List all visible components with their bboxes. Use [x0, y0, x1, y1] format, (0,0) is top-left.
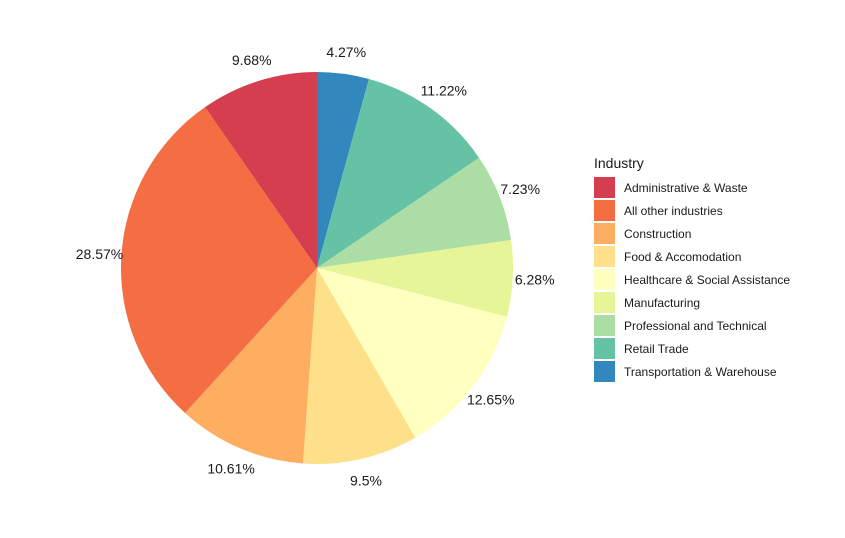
slice-label: 12.65%: [467, 392, 514, 408]
slice-label: 10.61%: [207, 460, 254, 476]
legend-swatch: [594, 338, 615, 359]
pie-slice: [317, 157, 511, 268]
slice-label: 4.27%: [326, 44, 366, 60]
legend-swatch: [594, 292, 615, 313]
legend-swatch: [594, 315, 615, 336]
legend-label: Construction: [624, 227, 691, 241]
pie-slice: [317, 268, 507, 438]
legend: Industry Administrative & Waste All other…: [594, 155, 790, 382]
legend-label: All other industries: [624, 204, 723, 218]
pie-slice: [302, 268, 416, 464]
legend-swatch: [594, 269, 615, 290]
legend-label: Manufacturing: [624, 296, 700, 310]
legend-swatch: [594, 200, 615, 221]
legend-label: Food & Accomodation: [624, 250, 741, 264]
legend-swatch: [594, 246, 615, 267]
slice-label: 28.57%: [76, 246, 123, 262]
pie-slice: [205, 72, 317, 268]
pie-slice: [317, 239, 514, 317]
pie-slice: [185, 268, 317, 464]
pie-slice: [317, 72, 369, 268]
legend-label: Professional and Technical: [624, 319, 767, 333]
legend-swatch: [594, 223, 615, 244]
legend-label: Transportation & Warehouse: [624, 365, 777, 379]
slice-label: 7.23%: [500, 181, 540, 197]
pie-slice: [120, 107, 318, 413]
slice-labels: 4.27% 11.22% 7.23% 6.28% 12.65% 9.5% 10.61% 28.…: [76, 44, 555, 488]
pie-slice: [317, 79, 480, 268]
legend-label: Retail Trade: [624, 342, 689, 356]
pie-slices: [120, 72, 514, 464]
slice-label: 11.22%: [421, 83, 467, 99]
slice-label: 6.28%: [515, 272, 555, 288]
slice-label: 9.5%: [350, 472, 382, 488]
legend-title: Industry: [594, 155, 644, 171]
legend-label: Administrative & Waste: [624, 181, 748, 195]
slice-label: 9.68%: [232, 52, 272, 68]
legend-swatch: [594, 177, 615, 198]
legend-label: Healthcare & Social Assistance: [624, 273, 790, 287]
legend-swatch: [594, 361, 615, 382]
